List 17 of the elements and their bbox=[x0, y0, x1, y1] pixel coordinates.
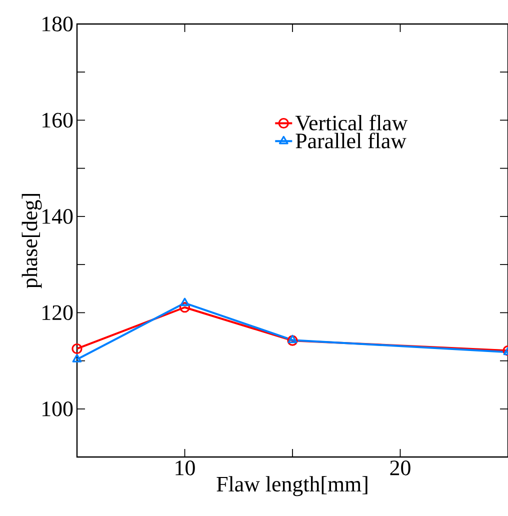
point bbox=[288, 334, 298, 344]
y-tick-label: 160 bbox=[42, 112, 73, 128]
y-tick-label: 140 bbox=[42, 209, 73, 224]
legend-label: Vertical flaw bbox=[295, 114, 408, 131]
x-tick-label: 10 bbox=[176, 460, 195, 476]
point bbox=[72, 354, 82, 362]
point bbox=[287, 335, 298, 346]
y-tick-label: 180 bbox=[42, 16, 73, 32]
y-axis-title: phase[deg] bbox=[22, 194, 42, 288]
x-tick-label: 20 bbox=[390, 460, 410, 476]
y-tick-label: 120 bbox=[42, 305, 73, 320]
x-axis-title: Flaw length[mm] bbox=[216, 476, 368, 496]
legend-label: Parallel flaw bbox=[296, 132, 406, 148]
y-tick-label: 100 bbox=[42, 401, 73, 416]
point bbox=[180, 298, 190, 306]
point bbox=[179, 302, 190, 313]
point bbox=[72, 343, 82, 354]
